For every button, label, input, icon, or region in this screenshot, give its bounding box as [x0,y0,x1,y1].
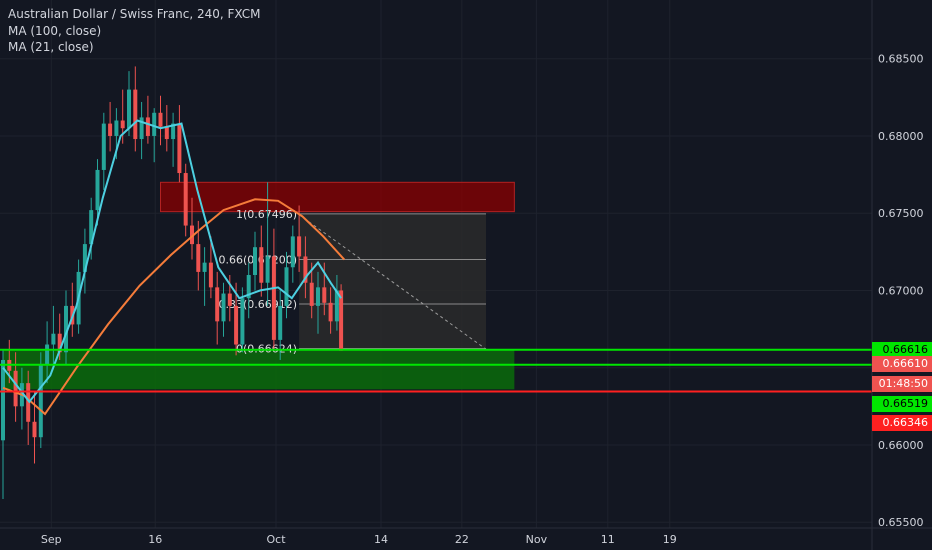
candle-body [26,383,31,422]
fib-level-label: 0.66(0.67200) [219,254,298,267]
candle-body [171,123,176,140]
candle-body [152,112,157,136]
ma-layer [2,119,346,416]
hlines-layer [0,348,872,393]
ma21-line [2,119,342,404]
candles-layer [1,66,344,500]
candle-body [101,123,106,170]
price-tag: 0.66346 [872,415,932,432]
candle-body [265,256,270,283]
candle-body [208,262,213,288]
price-tag: 0.66610 [872,356,932,373]
candle-body [114,120,119,136]
candle-body [221,293,226,322]
candle-body [57,333,62,353]
price-tick-label: 0.68500 [878,53,924,66]
candle-body [215,287,220,322]
candle-body [196,244,201,272]
candle-body [133,89,138,140]
candle-body [64,305,68,353]
symbol-title[interactable]: Australian Dollar / Swiss Franc, 240, FX… [8,7,261,21]
candle-body [240,298,245,345]
candle-body [290,236,295,268]
price-tick-label: 0.68000 [878,130,924,143]
candle-body [177,123,182,174]
candle-body [190,225,194,245]
ma100-label[interactable]: MA (100, close) [8,23,102,38]
fib-level-label: 1(0.67496) [236,208,297,221]
candle-body [334,290,339,322]
candle-body [278,305,283,340]
time-tick-label: Sep [41,533,62,546]
candle-body [127,89,131,129]
price-tick-label: 0.67000 [878,284,924,297]
candle-body [246,275,251,299]
chart-legend: Australian Dollar / Swiss Franc, 240, FX… [8,6,260,56]
candle-body [38,364,43,438]
candle-body [120,120,125,129]
candle-body [316,287,320,306]
candle-body [164,126,169,140]
candle-body [158,112,163,127]
candle-body [1,359,5,441]
candle-body [227,293,232,306]
zones-layer [3,181,515,390]
candle-body [234,305,239,345]
price-tag: 01:48:50 [872,376,932,393]
candle-body [95,169,100,211]
price-tick-label: 0.65500 [878,516,924,529]
fib-level-label: 0.33(0.66912) [219,298,298,311]
trend-line [298,214,487,350]
candle-body [271,256,276,340]
time-tick-label: Nov [526,533,548,546]
price-tag: 0.66519 [872,396,932,412]
candle-body [145,117,150,136]
time-tick-label: 11 [601,533,615,546]
candle-body [339,290,344,351]
demand-zone [3,349,515,390]
price-tag: 0.66616 [872,341,932,358]
time-tick-label: Oct [266,533,286,546]
time-tick-label: 22 [455,533,469,546]
time-tick-label: 16 [148,533,162,546]
candle-body [303,256,308,283]
fib-layer: 1(0.67496)0.66(0.67200)0.33(0.66912)0(0.… [219,208,487,356]
price-tick-label: 0.67500 [878,207,924,220]
candle-body [297,236,302,257]
candle-body [253,247,257,275]
ma100-line [2,198,346,416]
candle-body [322,287,327,303]
price-tick-label: 0.66000 [878,439,924,452]
supply-zone [160,181,515,213]
candle-body [51,333,56,345]
candle-body [328,302,333,322]
candle-body [82,244,87,272]
candle-body [259,247,264,283]
candle-body [108,123,113,136]
time-tick-label: 14 [374,533,388,546]
time-tick-label: 19 [663,533,677,546]
fib-box [299,213,486,349]
candle-body [202,262,207,272]
candle-body [284,267,289,306]
candle-body [309,282,314,306]
candle-body [13,370,18,407]
candle-body [45,344,50,365]
candle-body [89,210,94,245]
candle-body [139,117,144,140]
candle-body [32,421,37,438]
candle-body [183,173,188,226]
ma21-label[interactable]: MA (21, close) [8,40,94,54]
